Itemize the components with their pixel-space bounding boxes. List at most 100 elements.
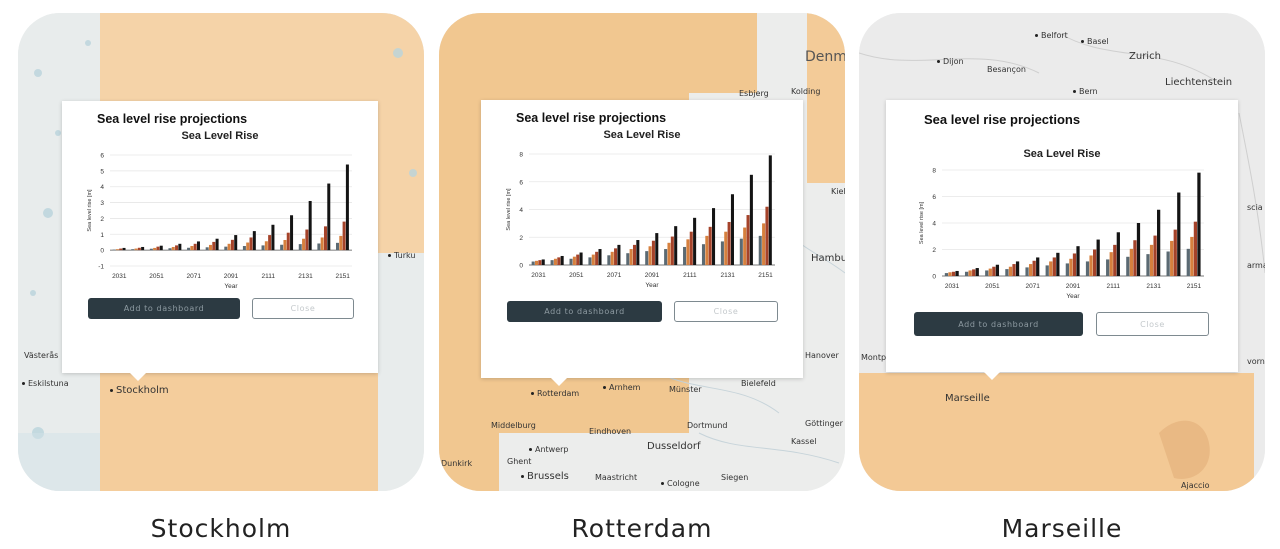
y-tick-label: 6 (519, 179, 523, 186)
close-button[interactable]: Close (1096, 312, 1209, 336)
x-tick-label: 2051 (985, 283, 1000, 290)
bar (1032, 260, 1036, 276)
bar (964, 271, 969, 276)
bar (610, 251, 614, 265)
bar (1197, 172, 1201, 276)
bar (290, 215, 294, 251)
bar (553, 258, 557, 265)
bar (768, 155, 772, 265)
bar (531, 261, 535, 265)
map-label: Kolding (791, 87, 821, 96)
bar (557, 257, 561, 265)
map-card-marseille[interactable]: Belfort Basel Zurich Dijon Besançon Liec… (859, 13, 1265, 491)
map-card-stockholm[interactable]: Turku Västerås Eskilstuna Stockholm Sea … (18, 13, 424, 491)
add-to-dashboard-button[interactable]: Add to dashboard (914, 312, 1083, 336)
bar (171, 246, 175, 251)
bar (264, 241, 268, 251)
map-label: Bern (1073, 87, 1098, 96)
bar (975, 268, 979, 276)
bar (588, 257, 592, 265)
bar (758, 235, 762, 265)
map-label: Kassel (791, 437, 817, 446)
bar (572, 256, 576, 265)
bar (205, 247, 209, 251)
bar (988, 268, 992, 276)
add-to-dashboard-button[interactable]: Add to dashboard (88, 298, 240, 319)
bar (1129, 248, 1134, 276)
bar (968, 270, 972, 276)
bar (1149, 244, 1154, 276)
y-tick-label: 2 (100, 216, 104, 223)
bar (1173, 229, 1177, 276)
bar (1177, 192, 1181, 276)
bar (651, 240, 655, 265)
bar (948, 272, 952, 276)
bar (727, 221, 731, 265)
add-to-dashboard-button[interactable]: Add to dashboard (507, 301, 662, 322)
bar (112, 249, 116, 251)
map-label: Dortmund (687, 421, 728, 430)
map-card-rotterdam[interactable]: Denma Esbjerg Kolding Kiel Hamburg Hanov… (439, 13, 845, 491)
popup-title: Sea level rise projections (924, 112, 1081, 127)
bar (286, 232, 290, 251)
bar (739, 238, 743, 265)
x-tick-label: 2031 (531, 272, 546, 279)
bar (693, 217, 697, 265)
bar (234, 235, 238, 251)
bar (1015, 261, 1020, 276)
map-label: Arnhem (603, 383, 640, 392)
bar (1166, 251, 1170, 276)
bar (1116, 232, 1120, 276)
close-button[interactable]: Close (252, 298, 354, 319)
bar (345, 164, 349, 251)
bar (1056, 252, 1060, 276)
bar (317, 243, 321, 251)
bar (667, 242, 671, 265)
bar (1096, 239, 1100, 276)
bar (134, 248, 138, 251)
bar (115, 249, 119, 251)
y-tick-label: 1 (100, 232, 104, 239)
bar (320, 237, 324, 251)
bar (1069, 258, 1073, 276)
bar (230, 239, 234, 251)
bar (1092, 249, 1097, 276)
y-tick-label: 2 (519, 235, 523, 242)
bar (252, 231, 256, 251)
bar (1153, 235, 1157, 276)
bar (576, 254, 580, 265)
bar (746, 215, 750, 265)
bar (1045, 265, 1049, 276)
map-label: Stockholm (110, 385, 169, 396)
x-tick-label: 2111 (261, 273, 275, 280)
x-tick-label: 2071 (187, 273, 202, 280)
bar (1036, 257, 1040, 276)
bar (689, 231, 693, 265)
y-tick-label: 0 (519, 263, 523, 270)
close-button[interactable]: Close (674, 301, 778, 322)
x-tick-label: 2071 (607, 272, 622, 279)
map-label: Dusseldorf (647, 441, 701, 452)
x-tick-label: 2031 (112, 273, 127, 280)
bar (1028, 264, 1033, 276)
bar (972, 269, 976, 276)
bar (995, 264, 1000, 276)
bar (591, 254, 595, 265)
bar (261, 245, 265, 251)
map-label: Hamburg (811, 253, 845, 264)
x-tick-label: 2031 (945, 283, 960, 290)
bar (632, 244, 637, 265)
bar (268, 235, 272, 251)
x-tick-label: 2151 (1187, 283, 1202, 290)
bar (1146, 254, 1150, 276)
bar (701, 244, 706, 265)
bar (141, 246, 145, 251)
bar (1025, 267, 1029, 276)
map-label: Hanover (805, 351, 839, 360)
city-label: Stockholm (150, 514, 292, 543)
bar (271, 224, 275, 251)
bar (595, 251, 599, 265)
bar (193, 243, 197, 251)
bar (762, 223, 766, 265)
bar (212, 241, 216, 251)
